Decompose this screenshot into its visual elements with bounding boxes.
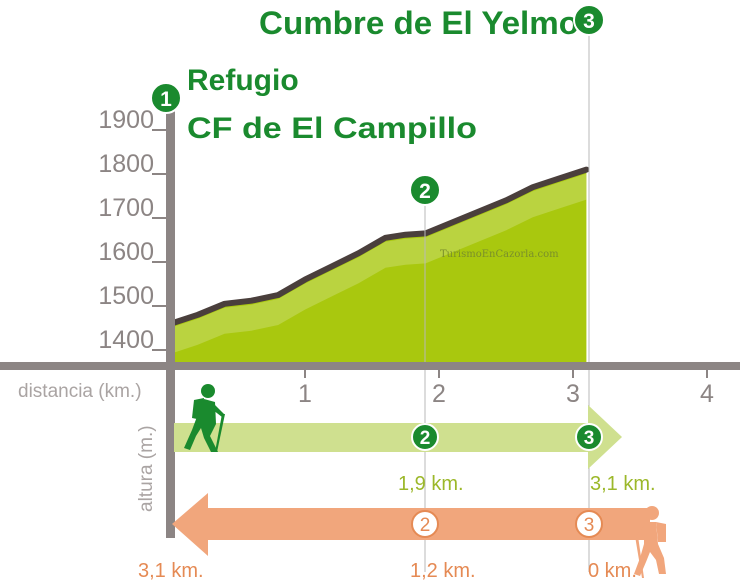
elevation-line — [168, 166, 590, 327]
start-label-line2: CF de El Campillo — [187, 112, 477, 145]
x-tick-label: 2 — [432, 380, 446, 408]
outbound-marker-2: 2 — [411, 423, 439, 451]
outbound-marker-3: 3 — [575, 423, 603, 451]
x-axis — [0, 362, 740, 370]
x-tick-label: 1 — [298, 380, 312, 408]
x-tick-label: 4 — [700, 380, 714, 408]
y-axis-title: altura (m.) — [136, 425, 157, 512]
y-tick-label: 1800 — [98, 150, 154, 178]
svg-text:1: 1 — [160, 88, 172, 111]
outbound-label-1: 1,9 km. — [398, 473, 464, 495]
waypoint-3-marker: 3 — [573, 4, 605, 36]
return-label-1: 3,1 km. — [138, 560, 204, 582]
y-tick-label: 1400 — [98, 326, 154, 354]
svg-text:2: 2 — [420, 515, 431, 536]
y-tick-label: 1700 — [98, 194, 154, 222]
watermark: TurismoEnCazorla.com — [440, 249, 559, 260]
waypoint-1-marker: 1 — [150, 82, 182, 114]
y-tick-label: 1600 — [98, 238, 154, 266]
return-label-3: 0 km. — [588, 560, 637, 582]
svg-text:3: 3 — [584, 515, 595, 536]
return-route-arrow — [172, 493, 650, 556]
svg-text:2: 2 — [419, 180, 431, 203]
chart-title: Cumbre de El Yelmo — [259, 5, 579, 41]
outbound-route-arrow — [174, 405, 622, 469]
x-tick-label: 3 — [566, 380, 580, 408]
return-label-2: 1,2 km. — [410, 560, 476, 582]
start-label-line1: Refugio — [187, 64, 299, 97]
x-axis-tick-labels: 1 2 3 4 — [298, 380, 714, 408]
y-axis-ticks: 1400 1500 1600 1700 1800 1900 — [98, 106, 166, 354]
svg-text:3: 3 — [583, 10, 595, 33]
elevation-profile — [168, 166, 590, 366]
svg-text:2: 2 — [420, 428, 431, 449]
hiker-icon — [184, 384, 225, 452]
return-marker-2: 2 — [411, 510, 439, 538]
x-axis-tick-marks — [304, 370, 708, 378]
return-marker-3: 3 — [575, 510, 603, 538]
y-tick-label: 1900 — [98, 106, 154, 134]
x-axis-title: distancia (km.) — [18, 381, 142, 402]
y-tick-label: 1500 — [98, 282, 154, 310]
waypoint-2-marker: 2 — [409, 174, 441, 206]
elevation-area-highlight — [171, 173, 587, 354]
svg-text:3: 3 — [584, 428, 595, 449]
hiker-icon — [634, 506, 666, 578]
y-axis — [166, 96, 175, 538]
outbound-label-2: 3,1 km. — [590, 473, 656, 495]
